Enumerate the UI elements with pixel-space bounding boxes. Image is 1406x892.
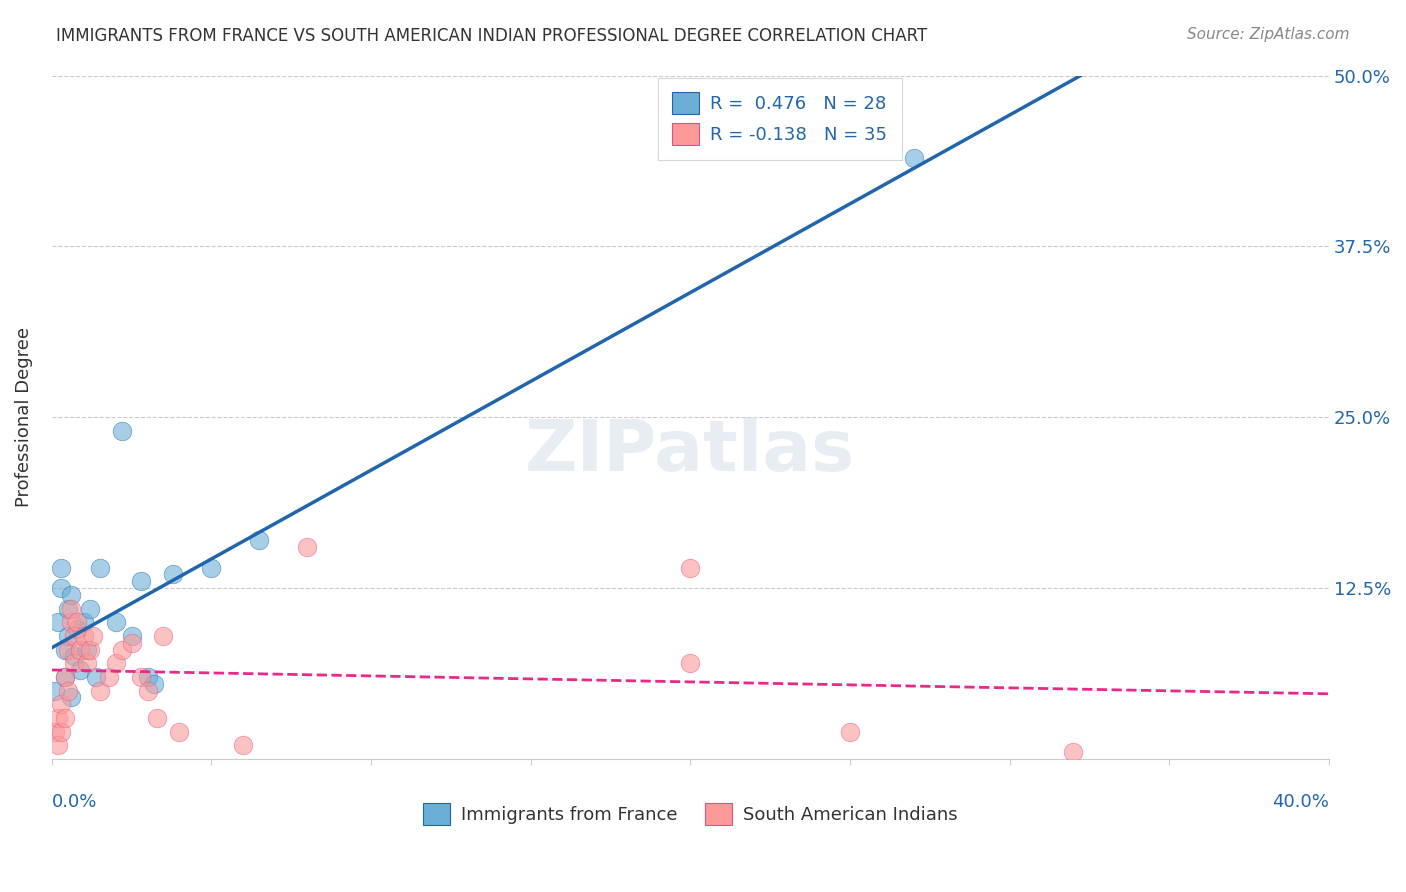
Point: [136, 683, 159, 698]
Point: [79, 601, 101, 615]
Text: 0.0%: 0.0%: [52, 793, 97, 811]
Point: [247, 533, 270, 548]
Point: [53, 711, 76, 725]
Point: [59, 690, 82, 705]
Point: [44, 683, 66, 698]
Point: [73, 629, 96, 643]
Point: [136, 670, 159, 684]
Point: [129, 670, 152, 684]
Text: IMMIGRANTS FROM FRANCE VS SOUTH AMERICAN INDIAN PROFESSIONAL DEGREE CORRELATION : IMMIGRANTS FROM FRANCE VS SOUTH AMERICAN…: [56, 27, 928, 45]
Point: [1062, 745, 1084, 759]
Point: [121, 636, 143, 650]
Point: [46, 739, 69, 753]
Point: [200, 560, 222, 574]
Point: [82, 629, 104, 643]
Point: [104, 657, 127, 671]
Point: [59, 601, 82, 615]
Point: [59, 615, 82, 630]
Point: [53, 670, 76, 684]
Point: [59, 588, 82, 602]
Point: [56, 642, 79, 657]
Legend: Immigrants from France, South American Indians: Immigrants from France, South American I…: [416, 796, 965, 832]
Point: [44, 724, 66, 739]
Point: [121, 629, 143, 643]
Point: [232, 739, 254, 753]
Point: [73, 615, 96, 630]
Text: 40.0%: 40.0%: [1272, 793, 1329, 811]
Point: [56, 629, 79, 643]
Point: [63, 657, 86, 671]
Point: [76, 657, 98, 671]
Point: [69, 663, 91, 677]
Point: [46, 711, 69, 725]
Point: [111, 424, 134, 438]
Point: [53, 670, 76, 684]
Point: [104, 615, 127, 630]
Point: [903, 151, 925, 165]
Text: Source: ZipAtlas.com: Source: ZipAtlas.com: [1187, 27, 1350, 42]
Point: [146, 711, 169, 725]
Point: [142, 677, 165, 691]
Point: [51, 581, 73, 595]
Point: [838, 724, 860, 739]
Point: [51, 724, 73, 739]
Point: [169, 724, 191, 739]
Point: [86, 670, 108, 684]
Text: ZIPatlas: ZIPatlas: [526, 417, 855, 486]
Point: [56, 601, 79, 615]
Point: [89, 560, 111, 574]
Point: [56, 683, 79, 698]
Point: [69, 642, 91, 657]
Point: [51, 560, 73, 574]
Point: [295, 540, 318, 554]
Point: [162, 567, 184, 582]
Point: [66, 615, 89, 630]
Point: [76, 642, 98, 657]
Point: [51, 698, 73, 712]
Point: [98, 670, 121, 684]
Point: [53, 642, 76, 657]
Point: [66, 622, 89, 636]
Point: [89, 683, 111, 698]
Point: [679, 560, 702, 574]
Point: [679, 657, 702, 671]
Point: [63, 629, 86, 643]
Point: [79, 642, 101, 657]
Point: [111, 642, 134, 657]
Point: [129, 574, 152, 589]
Y-axis label: Professional Degree: Professional Degree: [15, 327, 32, 508]
Point: [63, 649, 86, 664]
Point: [46, 615, 69, 630]
Point: [152, 629, 174, 643]
